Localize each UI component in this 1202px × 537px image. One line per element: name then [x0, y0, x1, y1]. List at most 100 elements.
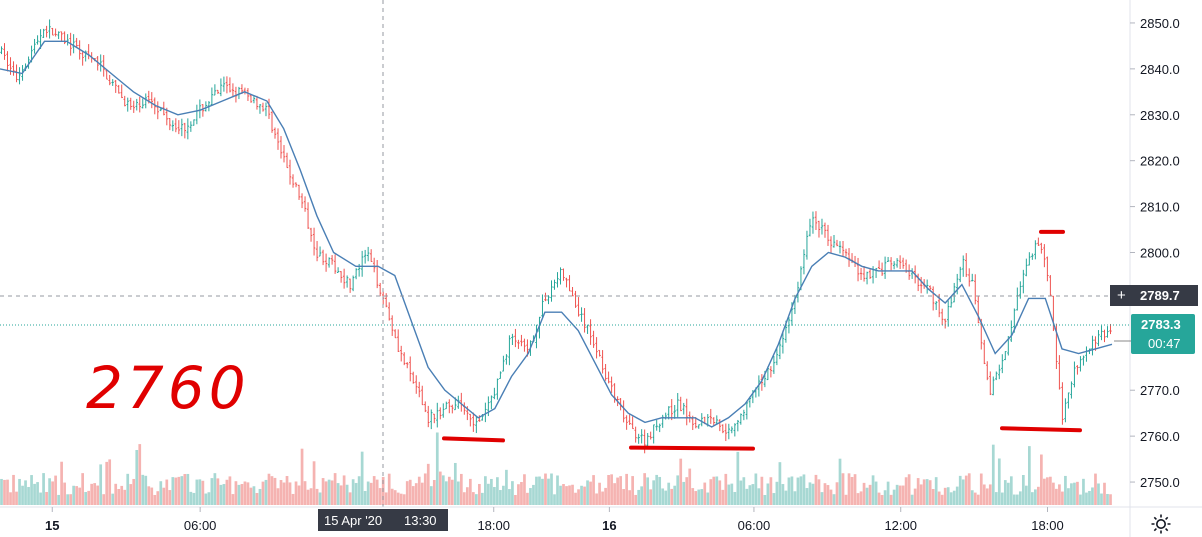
volume-bar — [246, 482, 250, 505]
volume-bar — [550, 473, 553, 505]
volume-bar — [228, 476, 232, 505]
volume-bar — [93, 483, 97, 505]
volume-bar — [697, 489, 701, 505]
time-tick-label: 18:00 — [477, 518, 510, 533]
volume-bar — [784, 490, 788, 505]
crosshair-time-label: 15 Apr '20 13:30 — [318, 509, 448, 531]
volume-bar — [766, 483, 770, 505]
volume-bar — [207, 492, 211, 505]
volume-bar — [979, 473, 983, 505]
volume-bar — [327, 479, 331, 505]
price-tick-label: 2770.0 — [1140, 383, 1180, 398]
volume-bar — [384, 492, 388, 505]
handwritten-level-text[interactable]: 2760 — [86, 354, 250, 422]
volume-bar — [408, 479, 412, 505]
plus-icon[interactable]: + — [1117, 287, 1126, 304]
volume-bar — [399, 493, 403, 505]
volume-bar — [790, 476, 794, 505]
volume-bar — [538, 476, 541, 505]
volume-bar — [850, 477, 854, 505]
volume-bar — [619, 476, 622, 505]
volume-bar — [667, 482, 671, 505]
volume-bar — [757, 488, 761, 505]
volume-bar — [156, 491, 160, 505]
volume-bar — [39, 492, 42, 505]
volume-bar — [934, 477, 938, 505]
volume-bar — [15, 491, 18, 505]
volume-bar — [532, 484, 535, 505]
volume-bar — [300, 448, 304, 505]
last-price-text: 2783.3 — [1141, 317, 1181, 332]
volume-bar — [475, 494, 478, 505]
volume-bar — [679, 458, 683, 505]
volume-bar — [841, 473, 845, 505]
volume-bar — [198, 479, 202, 505]
volume-bar — [616, 477, 619, 505]
volume-bar — [309, 488, 313, 505]
volume-bar — [820, 492, 824, 505]
volume-bar — [904, 477, 908, 505]
time-axis[interactable]: 15 06:00 18:00 16 06:00 12:00 18:00 — [45, 507, 1064, 533]
volume-bar — [718, 480, 722, 505]
volume-bar — [33, 483, 36, 505]
volume-bar — [670, 488, 674, 505]
volume-bar — [129, 484, 133, 505]
volume-bar — [703, 482, 707, 505]
volume-bar — [222, 484, 226, 505]
volume-bar — [1052, 482, 1055, 505]
volume-bar — [231, 494, 235, 505]
volume-bar — [1012, 494, 1016, 505]
crosshair-price-label[interactable]: + 2789.7 — [1110, 285, 1198, 306]
support-line-1[interactable] — [442, 436, 505, 443]
volume-bar — [1076, 481, 1079, 505]
volume-bar — [709, 479, 713, 505]
volume-bar — [949, 492, 953, 505]
settings-gear-icon[interactable] — [1148, 511, 1174, 537]
volume-bar — [592, 475, 595, 505]
volume-bar — [276, 488, 280, 505]
volume-bar — [213, 473, 217, 505]
drawings[interactable]: 2760 — [86, 229, 1082, 451]
volume-bar — [333, 473, 337, 505]
volume-bar — [874, 481, 878, 505]
volume-bar — [219, 484, 223, 505]
volume-bar — [631, 476, 634, 505]
volume-bar — [117, 489, 121, 505]
volume-bar — [351, 479, 355, 505]
volume-bar — [985, 488, 989, 505]
volume-bar — [928, 480, 932, 505]
volume-bar — [111, 493, 115, 505]
volume-bar — [796, 477, 800, 505]
volume-bar — [625, 473, 628, 505]
volume-bar — [315, 488, 319, 505]
volume-bar — [312, 461, 316, 505]
volume-bar — [913, 488, 917, 505]
volume-bar — [234, 481, 238, 505]
volume-bar — [652, 480, 656, 505]
volume-bar — [589, 481, 592, 505]
volume-bar — [682, 481, 686, 505]
volume-bar — [547, 478, 550, 505]
volume-bar — [808, 482, 812, 505]
volume-bar — [108, 459, 112, 505]
price-tick-label: 2830.0 — [1140, 108, 1180, 123]
volume-bar — [150, 487, 154, 505]
volume-bar — [520, 481, 523, 505]
volume-bar — [147, 486, 151, 505]
volume-bar — [396, 492, 400, 505]
volume-bar — [456, 481, 460, 505]
support-line-2[interactable] — [629, 445, 755, 451]
volume-bar — [324, 481, 328, 505]
volume-bar — [580, 485, 583, 505]
support-line-3[interactable] — [1000, 426, 1082, 433]
volume-bar — [847, 473, 851, 505]
price-tick-label: 2760.0 — [1140, 429, 1180, 444]
volume-bar — [487, 483, 490, 505]
volume-bar — [853, 474, 857, 505]
volume-bar — [360, 451, 364, 505]
time-tick-label: 18:00 — [1031, 518, 1064, 533]
volume-bar — [673, 485, 677, 505]
volume-bar — [342, 475, 346, 505]
price-tick-label: 2810.0 — [1140, 200, 1180, 215]
